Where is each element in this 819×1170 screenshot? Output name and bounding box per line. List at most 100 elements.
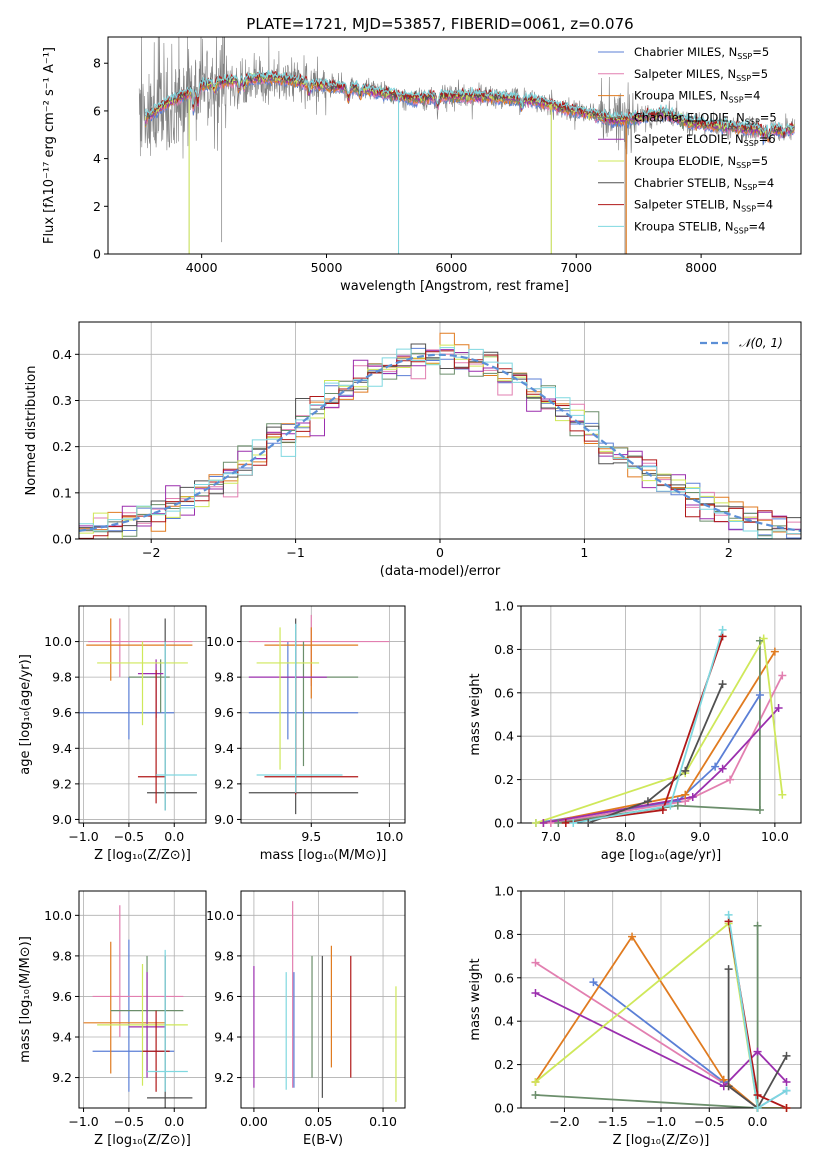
y-tick-label: 0.1 <box>52 485 72 500</box>
legend-entry: Chabrier ELODIE, NSSP=5 <box>634 110 777 126</box>
massweight-line-kroupa-stelib <box>727 914 787 1108</box>
massweight-line-kroupa-elodie <box>535 635 784 823</box>
massweight-line-kroupa-miles <box>534 934 759 1108</box>
x-axis-label: (data-model)/error <box>380 564 501 579</box>
x-axis-label: E(B-V) <box>303 1133 343 1148</box>
y-tick-label: 9.6 <box>52 705 72 720</box>
massweight-marker-salpeter-stelib <box>658 805 667 814</box>
massweight-marker-salpeter-miles <box>778 671 787 680</box>
plot-area <box>83 905 193 1108</box>
legend-entry: Salpeter ELODIE, NSSP=6 <box>634 132 776 148</box>
y-tick-label: 9.8 <box>214 948 234 963</box>
massweight-line-chabrier-stelib <box>587 683 724 823</box>
massweight-marker-kroupa-stelib <box>569 819 578 827</box>
x-axis-label: wavelength [Angstrom, rest frame] <box>340 279 569 294</box>
y-tick-label: 9.4 <box>214 741 234 756</box>
model-spectrum-salpeter-elodie <box>145 74 795 139</box>
legend-entry: Kroupa STELIB, NSSP=4 <box>634 219 765 235</box>
massweight-marker-salpeter-elodie <box>539 819 548 827</box>
y-axis-label: mass [log₁₀(M/M⊙)] <box>18 936 33 1063</box>
massweight-marker-chabrier-elodie <box>753 921 762 930</box>
y-tick-label: 9.8 <box>52 670 72 685</box>
legend-entry: Kroupa MILES, NSSP=4 <box>634 89 760 105</box>
y-tick-label: 0.3 <box>52 393 72 408</box>
y-tick-label: 1.0 <box>494 884 514 899</box>
legend-entry: Salpeter MILES, NSSP=5 <box>634 67 768 83</box>
plot-area <box>248 614 390 815</box>
y-tick-label: 9.0 <box>52 812 72 827</box>
panel-massweight-vs-metallicity: −2.0 −1.5 −1.0 −0.5 0.0 0.0 0.2 0.4 0.6 0.8 1.0 Z [… <box>468 884 802 1148</box>
y-tick-label: 9.6 <box>214 705 234 720</box>
y-tick-label: 0.4 <box>52 347 72 362</box>
x-axis-label: Z [log₁₀(Z/Z⊙)] <box>94 848 191 863</box>
massweight-marker-salpeter-elodie <box>753 1047 762 1056</box>
massweight-marker-salpeter-miles <box>531 958 540 967</box>
massweight-line-chabrier-elodie <box>535 925 759 1108</box>
x-axis-label: mass [log₁₀(M/M⊙)] <box>260 848 387 863</box>
massweight-marker-kroupa-miles <box>681 790 690 799</box>
y-tick-label: 8 <box>93 56 101 71</box>
massweight-line-salpeter-elodie <box>543 707 780 823</box>
y-axis-label: mass weight <box>468 673 483 755</box>
massweight-marker-kroupa-elodie <box>759 634 768 643</box>
x-tick-label: 9.0 <box>690 829 710 844</box>
x-tick-label: 8.0 <box>616 829 636 844</box>
legend-entry: Salpeter STELIB, NSSP=4 <box>634 198 773 214</box>
axes-frame <box>240 605 406 824</box>
x-tick-label: −2.0 <box>549 1114 579 1129</box>
massweight-line-chabrier-elodie <box>558 640 761 823</box>
plot-area <box>253 901 397 1102</box>
massweight-marker-chabrier-miles <box>711 762 720 771</box>
x-tick-label: 0.0 <box>748 1114 768 1129</box>
x-tick-label: 0.05 <box>305 1114 333 1129</box>
x-axis-label: Z [log₁₀(Z/Z⊙)] <box>613 1133 710 1148</box>
y-tick-label: 9.2 <box>52 776 72 791</box>
massweight-marker-chabrier-miles <box>589 978 598 987</box>
massweight-marker-chabrier-elodie <box>554 819 563 827</box>
normal-distribution-curve <box>79 353 801 532</box>
y-tick-label: 0.0 <box>494 1101 514 1116</box>
x-tick-label: 10.0 <box>375 829 403 844</box>
legend-entry: Chabrier STELIB, NSSP=4 <box>634 176 774 192</box>
y-axis-label: Normed distribution <box>24 366 39 496</box>
x-tick-label: 10.0 <box>761 829 789 844</box>
legend-entry: Chabrier MILES, NSSP=5 <box>634 45 769 61</box>
massweight-marker-salpeter-stelib <box>753 1090 762 1099</box>
y-tick-label: 0.4 <box>494 1014 514 1029</box>
axes-frame <box>78 605 207 824</box>
x-tick-label: 1 <box>580 545 588 560</box>
x-tick-label: 0.0 <box>164 1114 184 1129</box>
massweight-marker-chabrier-elodie <box>755 805 764 814</box>
y-tick-label: 4 <box>93 151 101 166</box>
y-tick-label: 1.0 <box>494 599 514 614</box>
y-tick-label: 6 <box>93 103 101 118</box>
y-tick-label: 9.2 <box>214 1070 234 1085</box>
residuals-legend: 𝒩(0, 1) <box>700 336 783 350</box>
y-tick-label: 10.0 <box>44 908 72 923</box>
x-tick-label: 0.00 <box>240 1114 268 1129</box>
plot-area <box>535 629 784 823</box>
massweight-line-chabrier-stelib <box>727 969 788 1108</box>
massweight-marker-kroupa-elodie <box>531 1077 540 1086</box>
x-tick-label: −1.5 <box>598 1114 628 1129</box>
x-tick-label: −2 <box>142 545 160 560</box>
y-tick-label: 0.8 <box>494 642 514 657</box>
massweight-marker-chabrier-miles <box>755 690 764 699</box>
massweight-marker-salpeter-stelib <box>561 819 570 827</box>
legend-entry: 𝒩(0, 1) <box>739 336 783 350</box>
panel-residuals: −2 −1 0 1 2 0.0 0.1 0.2 0.3 0.4 (data-model)/error… <box>24 321 802 579</box>
x-tick-label: −1.0 <box>68 829 98 844</box>
massweight-marker-chabrier-stelib <box>584 819 593 827</box>
massweight-marker-kroupa-miles <box>770 647 779 656</box>
massweight-marker-kroupa-stelib <box>753 1104 762 1112</box>
y-tick-label: 9.8 <box>52 948 72 963</box>
axes-frame <box>240 890 406 1109</box>
massweight-marker-kroupa-elodie <box>778 790 787 799</box>
y-tick-label: 2 <box>93 199 101 214</box>
y-tick-label: 9.4 <box>52 1030 72 1045</box>
y-tick-label: 10.0 <box>206 908 234 923</box>
y-tick-label: 9.8 <box>214 670 234 685</box>
y-tick-label: 0.2 <box>494 772 514 787</box>
massweight-marker-chabrier-stelib <box>643 797 652 806</box>
massweight-marker-salpeter-elodie <box>531 988 540 997</box>
